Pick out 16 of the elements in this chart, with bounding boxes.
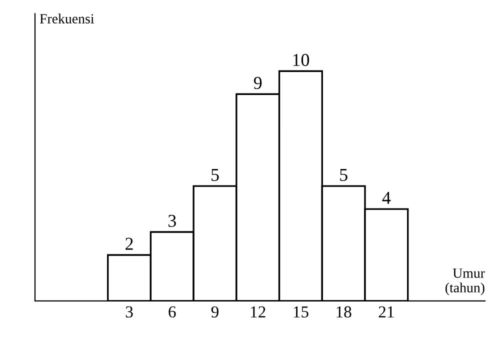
x-tick-label: 9 bbox=[211, 306, 218, 318]
data-label: 10 bbox=[293, 54, 310, 66]
data-label: 4 bbox=[382, 192, 391, 204]
data-label: 5 bbox=[212, 168, 219, 181]
x-tick-label: 15 bbox=[294, 306, 308, 318]
y-axis-title: Frekuensi bbox=[40, 14, 94, 24]
x-tick-label: 3 bbox=[126, 306, 133, 318]
x-tick-label: 21 bbox=[378, 306, 394, 318]
data-label: 9 bbox=[254, 76, 262, 90]
data-label: 2 bbox=[126, 238, 133, 250]
data-label: 3 bbox=[168, 214, 176, 227]
x-tick-label: 12 bbox=[250, 306, 266, 318]
x-tick-label: 6 bbox=[168, 306, 176, 318]
data-label: 5 bbox=[340, 168, 348, 181]
x-tick-label: 18 bbox=[336, 306, 352, 318]
x-axis-title: Umur (tahun) bbox=[446, 268, 485, 296]
